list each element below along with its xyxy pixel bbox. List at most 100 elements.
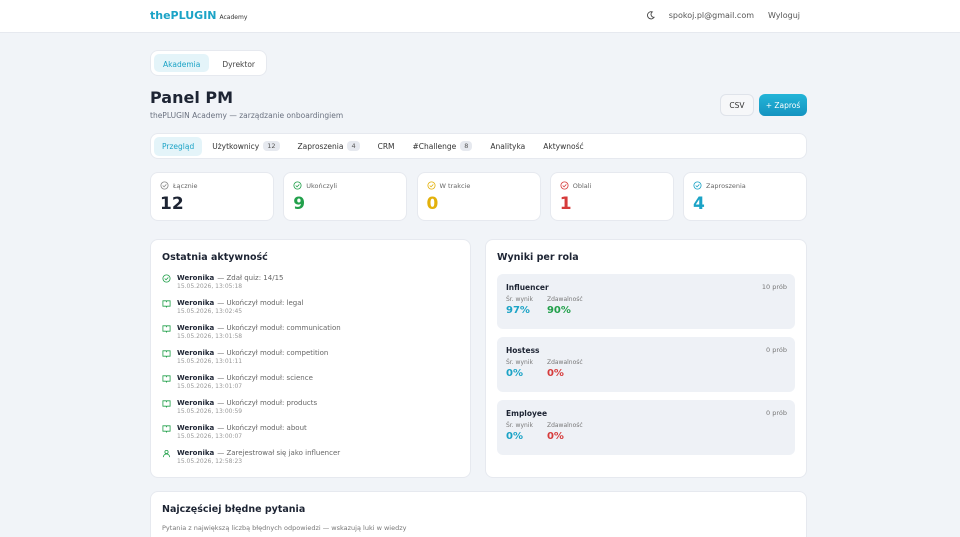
activity-line: Weronika — Ukończył moduł: competition <box>177 349 328 357</box>
stat-label: W trakcie <box>439 181 471 190</box>
role-item: Employee 0 prób Śr. wynik 0% Zdawalność 0% <box>497 400 795 455</box>
logout[interactable]: Wyloguj <box>768 11 800 20</box>
activity-item: Weronika — Zarejestrował się jako influen… <box>162 449 459 474</box>
tab[interactable]: Aktywność <box>535 137 591 156</box>
activity-user: Weronika <box>177 374 215 382</box>
activity-item: Weronika — Ukończył moduł: legal 15.05.202… <box>162 299 459 324</box>
role-tab[interactable]: Dyrektor <box>222 60 256 69</box>
tab-label: Przegląd <box>162 141 195 151</box>
activity-action: — Zarejestrował się jako influencer <box>217 449 341 457</box>
tab-label: CRM <box>377 141 395 151</box>
role-attempts: 0 prób <box>766 409 787 417</box>
tab-label: #Challenge <box>412 141 457 151</box>
activity-line: Weronika — Ukończył moduł: products <box>177 399 317 407</box>
activity-time: 15.05.2026, 13:05:18 <box>177 283 243 290</box>
activity-text: Weronika — Zdał quiz: 14/15 15.05.2026, 13… <box>177 274 283 299</box>
tab-label: Użytkownicy <box>212 141 260 151</box>
tab[interactable]: #Challenge 8 <box>405 136 481 156</box>
activity-action: — Ukończył moduł: science <box>217 374 313 382</box>
stat-value: 1 <box>559 194 572 214</box>
role-pass-value: 0% <box>546 431 564 442</box>
card-subtitle: Pytania z największą liczbą błędnych odp… <box>162 524 407 532</box>
activity-card: Ostatnia aktywność Weronika — Zdał quiz: 1… <box>150 239 471 478</box>
csv-button[interactable]: CSV <box>720 94 754 116</box>
roles-list: Influencer 10 prób Śr. wynik 97% Zdawalność 9… <box>497 274 795 455</box>
tab[interactable]: Zaproszenia 4 <box>290 136 368 156</box>
stat-value: 9 <box>293 194 306 214</box>
stat-card: Łącznie 12 <box>150 172 274 221</box>
stat-label: Zaproszenia <box>706 181 746 190</box>
activity-user: Weronika <box>177 274 215 282</box>
activity-item: Weronika — Ukończył moduł: communication 1… <box>162 324 459 349</box>
tab-count: 8 <box>460 141 473 151</box>
activity-item: Weronika — Ukończył moduł: competition 15.… <box>162 349 459 374</box>
activity-text: Weronika — Ukończył moduł: competition 15.… <box>177 349 328 374</box>
stat-label-row: Oblali <box>560 181 664 190</box>
stat-card: Ukończyli 9 <box>283 172 408 221</box>
activity-action: — Ukończył moduł: communication <box>217 324 341 332</box>
role-attempts: 10 prób <box>761 283 787 291</box>
tab-count: 4 <box>347 141 360 151</box>
role-score-label: Śr. wynik <box>506 422 533 429</box>
activity-text: Weronika — Zarejestrował się jako influen… <box>177 449 340 474</box>
card-title: Najczęściej błędne pytania <box>162 504 306 515</box>
theme-toggle[interactable] <box>646 11 655 20</box>
brand-name: thePLUGIN <box>150 9 217 22</box>
page-subtitle: thePLUGIN Academy — zarządzanie onboardi… <box>150 111 344 120</box>
stat-value: 0 <box>426 194 439 214</box>
icon <box>160 181 169 190</box>
tab-count: 12 <box>263 141 280 151</box>
role-pass-value: 90% <box>546 305 571 316</box>
role-pass-label: Zdawalność <box>546 296 583 303</box>
role-tabs: Akademia Dyrektor <box>150 50 267 76</box>
activity-action: — Ukończył moduł: products <box>217 399 318 407</box>
activity-action: — Zdał quiz: 14/15 <box>217 274 284 282</box>
stat-label-row: Łącznie <box>160 181 264 190</box>
stat-card: Zaproszenia 4 <box>683 172 807 221</box>
role-score-value: 0% <box>506 368 523 379</box>
header: thePLUGIN Academy spokoj.pl@gmail.com Wyl… <box>0 0 960 33</box>
icon <box>162 375 171 383</box>
tab-label: Aktywność <box>543 141 584 151</box>
activity-user: Weronika <box>177 424 215 432</box>
wrong-questions-card: Najczęściej błędne pytania Pytania z najw… <box>150 491 807 537</box>
role-tab[interactable]: Akademia <box>154 54 210 72</box>
activity-text: Weronika — Ukończył moduł: products 15.05.… <box>177 399 317 424</box>
activity-list: Weronika — Zdał quiz: 14/15 15.05.2026, 13… <box>162 274 459 474</box>
stat-card: Oblali 1 <box>549 172 674 221</box>
activity-user: Weronika <box>177 399 215 407</box>
activity-time: 15.05.2026, 13:00:07 <box>177 433 243 440</box>
card-title: Ostatnia aktywność <box>162 252 268 263</box>
activity-text: Weronika — Ukończył moduł: science 15.05.2… <box>177 374 313 399</box>
brand[interactable]: thePLUGIN Academy <box>150 9 247 22</box>
stat-label-row: Ukończyli <box>293 181 397 190</box>
activity-action: — Ukończył moduł: legal <box>217 299 304 307</box>
role-item: Influencer 10 prób Śr. wynik 97% Zdawalność 9… <box>497 274 795 329</box>
activity-time: 15.05.2026, 13:01:58 <box>177 333 243 340</box>
role-pass-label: Zdawalność <box>546 359 583 366</box>
page-title: Panel PM <box>150 88 234 107</box>
icon <box>293 181 302 190</box>
icon <box>426 181 436 190</box>
stat-value: 12 <box>160 194 184 214</box>
icon <box>162 400 171 408</box>
role-attempts: 0 prób <box>766 346 787 354</box>
header-right: spokoj.pl@gmail.com Wyloguj <box>646 11 800 20</box>
role-name: Hostess <box>506 346 540 355</box>
activity-text: Weronika — Ukończył moduł: legal 15.05.202… <box>177 299 304 324</box>
role-score-value: 97% <box>506 305 530 316</box>
invite-button[interactable]: + Zaproś <box>759 94 807 116</box>
tab[interactable]: Przegląd <box>154 136 203 156</box>
role-pass-value: 0% <box>546 368 564 379</box>
activity-line: Weronika — Ukończył moduł: about <box>177 424 307 432</box>
activity-item: Weronika — Zdał quiz: 14/15 15.05.2026, 13… <box>162 274 459 299</box>
activity-text: Weronika — Ukończył moduł: about 15.05.202… <box>177 424 307 449</box>
icon <box>693 181 702 190</box>
icon <box>162 425 171 433</box>
role-score-label: Śr. wynik <box>506 359 533 366</box>
tab[interactable]: Użytkownicy 12 <box>204 136 287 156</box>
tab[interactable]: CRM <box>370 137 403 156</box>
tab[interactable]: Analityka <box>482 137 533 156</box>
activity-user: Weronika <box>177 449 215 457</box>
